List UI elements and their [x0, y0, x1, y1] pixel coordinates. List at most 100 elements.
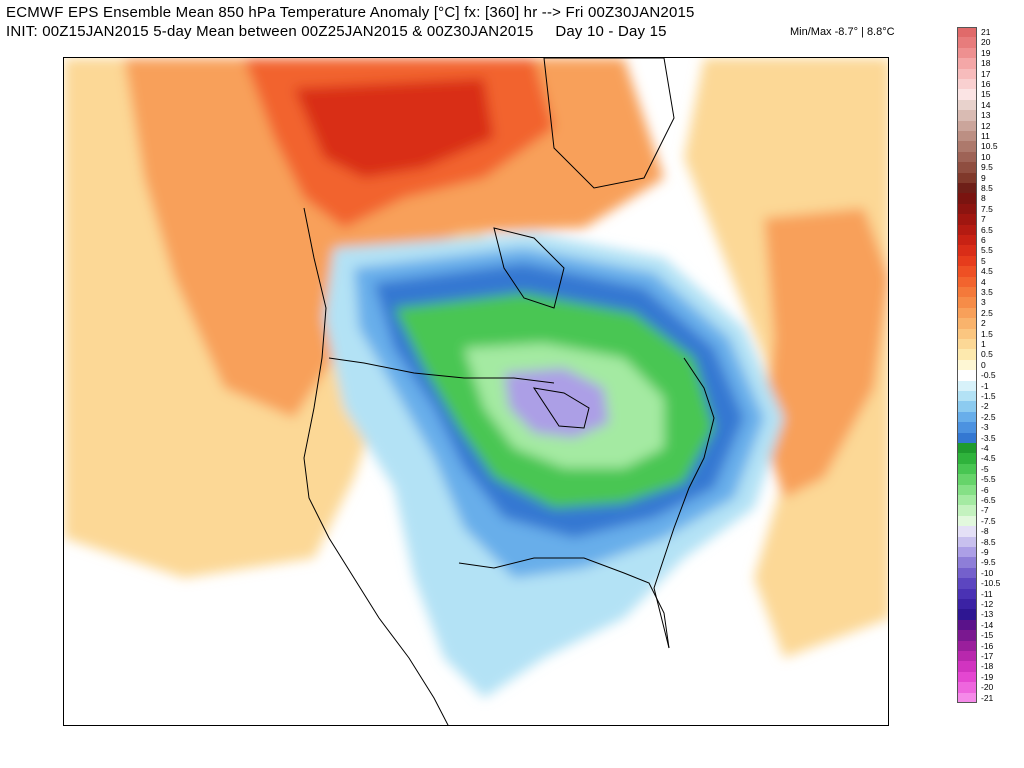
warm-anomaly-atlantic-core — [764, 208, 888, 498]
color-scale-label: 7 — [981, 214, 986, 225]
color-scale-swatch — [957, 110, 977, 122]
hudson-bay — [493, 227, 565, 309]
color-scale-label: -4 — [981, 443, 989, 453]
color-scale-label: -0.5 — [981, 370, 996, 381]
color-scale-swatch — [957, 214, 977, 226]
color-scale-label: 8 — [981, 193, 986, 204]
great-lakes — [532, 387, 590, 429]
color-scale-swatch — [957, 328, 977, 340]
color-scale-swatch — [957, 505, 977, 517]
color-scale-swatch — [957, 297, 977, 309]
color-scale-swatch — [957, 401, 977, 413]
color-scale-label: -8 — [981, 526, 989, 537]
color-scale-swatch — [957, 183, 977, 194]
color-scale-label: -4.5 — [981, 453, 996, 464]
color-scale-label: 0 — [981, 359, 986, 370]
anomaly-map — [63, 57, 889, 726]
map-subtitle: INIT: 00Z15JAN2015 5-day Mean between 00… — [6, 23, 667, 40]
color-scale-swatch — [957, 47, 977, 59]
color-scale-swatch — [957, 203, 977, 215]
color-scale-swatch — [957, 120, 977, 132]
color-scale-swatch — [957, 463, 977, 475]
color-scale-swatch — [957, 422, 977, 434]
color-scale-label: 10 — [981, 151, 991, 162]
color-scale-label: -20 — [981, 682, 994, 693]
color-scale-label: -1 — [981, 380, 989, 391]
color-scale-label: -18 — [981, 661, 994, 672]
color-scale-label: 3.5 — [981, 287, 993, 297]
color-scale-swatch — [957, 68, 977, 80]
color-scale-swatch — [957, 99, 977, 111]
color-scale-label: 5.5 — [981, 245, 993, 256]
min-max-readout: Min/Max -8.7° | 8.8°C — [790, 26, 895, 38]
color-scale-swatch — [957, 599, 977, 610]
color-scale-label: 1 — [981, 339, 986, 349]
color-scale-swatch — [957, 255, 977, 267]
color-scale-label: -2.5 — [981, 411, 996, 422]
color-scale-label: -13 — [981, 609, 994, 620]
color-scale-swatch — [957, 359, 977, 371]
color-scale-swatch — [957, 58, 977, 70]
color-scale-swatch — [957, 172, 977, 184]
color-scale-label: -9 — [981, 547, 989, 557]
gulf-coast — [458, 557, 670, 649]
color-scale-swatch — [957, 515, 977, 527]
color-scale-label: 18 — [981, 58, 991, 69]
color-scale-label: -3 — [981, 422, 989, 433]
map-canvas — [64, 58, 888, 725]
color-scale-swatch — [957, 131, 977, 142]
color-scale-label: 21 — [981, 27, 991, 37]
cold-anomaly-core — [504, 368, 609, 438]
color-scale-label: -1.5 — [981, 391, 996, 401]
color-scale-swatch — [957, 474, 977, 486]
color-scale-label: 13 — [981, 110, 991, 121]
color-scale-swatch — [957, 495, 977, 506]
color-scale-label: 5 — [981, 255, 986, 266]
color-scale-swatch — [957, 557, 977, 569]
color-scale-swatch — [957, 588, 977, 600]
anomaly-field — [64, 58, 888, 698]
color-scale-swatch — [957, 661, 977, 673]
color-scale-swatch — [957, 630, 977, 642]
color-scale-label: 4 — [981, 276, 986, 287]
color-scale-label: -3.5 — [981, 432, 996, 443]
color-scale-swatch — [957, 79, 977, 90]
color-scale-swatch — [957, 276, 977, 288]
color-scale-swatch — [957, 578, 977, 590]
color-scale-label: 2.5 — [981, 307, 993, 318]
color-scale-swatch — [957, 619, 977, 631]
color-scale-label: 6.5 — [981, 224, 993, 235]
color-scale-label: -21 — [981, 692, 994, 703]
color-scale-label: 15 — [981, 89, 991, 100]
color-scale-label: 16 — [981, 79, 991, 89]
color-scale-label: -12 — [981, 599, 994, 609]
color-scale-swatch — [957, 151, 977, 163]
us-canada-border — [328, 357, 555, 384]
color-scale-label: 2 — [981, 318, 986, 329]
color-scale-swatch — [957, 318, 977, 330]
color-scale-swatch — [957, 224, 977, 236]
color-scale-swatch — [957, 567, 977, 579]
color-scale-swatch — [957, 547, 977, 558]
color-scale-swatch — [957, 443, 977, 454]
color-scale-swatch — [957, 651, 977, 662]
color-scale-label: 6 — [981, 235, 986, 245]
color-scale-swatch — [957, 411, 977, 423]
color-scale-label: 8.5 — [981, 183, 993, 193]
color-scale-label: 3 — [981, 297, 986, 308]
color-scale-swatch — [957, 27, 977, 38]
color-scale-label: -6 — [981, 484, 989, 495]
color-scale-label: 7.5 — [981, 203, 993, 214]
color-scale-swatch — [957, 162, 977, 174]
color-scale-label: -7.5 — [981, 515, 996, 526]
coastlines — [303, 58, 715, 725]
color-scale-swatch — [957, 536, 977, 548]
color-scale-swatch — [957, 349, 977, 361]
color-scale-label: 12 — [981, 120, 991, 131]
greenland — [543, 58, 675, 189]
color-scale-label: -14 — [981, 619, 994, 630]
color-scale-swatch — [957, 370, 977, 382]
color-scale-label: -9.5 — [981, 557, 996, 568]
color-scale-label: -6.5 — [981, 495, 996, 505]
color-scale-label: 9 — [981, 172, 986, 183]
